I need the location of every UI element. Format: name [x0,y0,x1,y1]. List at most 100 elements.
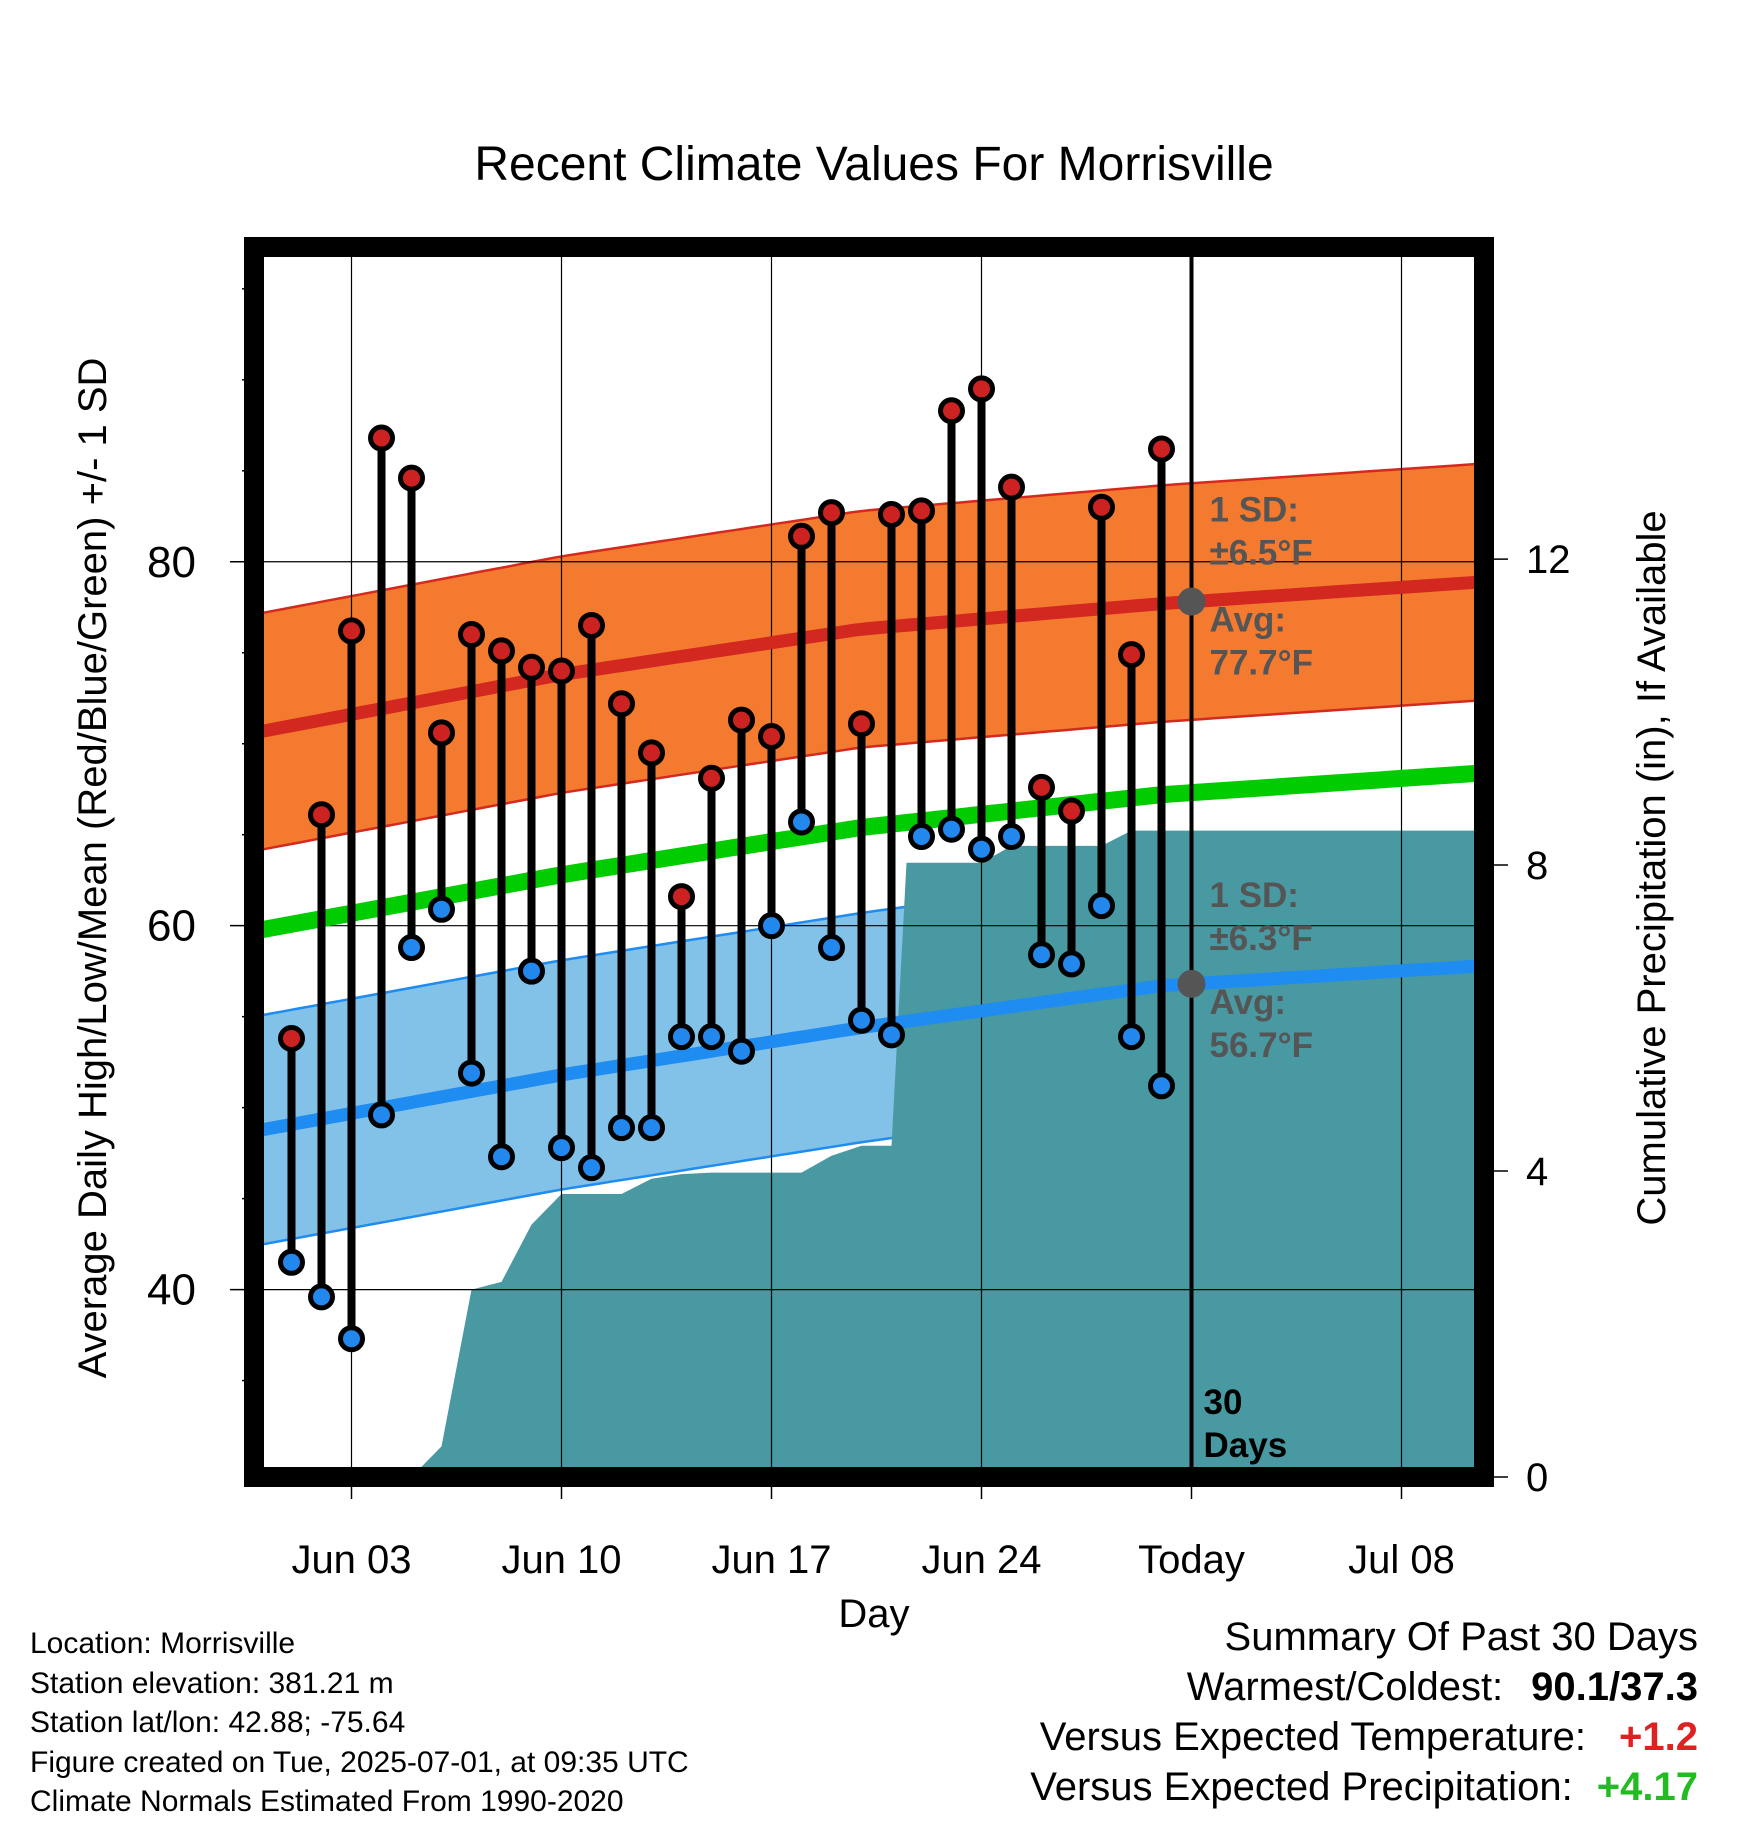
daily-low-point-14 [668,1023,695,1051]
summary-panel: Summary Of Past 30 Days Warmest/Coldest:… [1030,1612,1698,1812]
daily-low-point-16 [728,1037,755,1065]
daily-high-point-27 [1058,797,1085,825]
daily-low-point-17 [758,912,785,940]
daily-low-point-2 [308,1283,335,1311]
x-tick-label-1: Jun 10 [501,1538,621,1582]
low-sd-annotation-line-0: 1 SD: [1210,876,1299,915]
low-avg-dot [1177,969,1206,998]
daily-high-point-20 [848,710,875,738]
daily-high-point-4 [368,424,395,452]
daily-low-point-1 [278,1248,305,1276]
low-avg-annotation-line-0: Avg: [1210,983,1286,1022]
daily-high-point-3 [338,617,365,645]
daily-high-point-2 [308,801,335,829]
daily-high-point-1 [278,1024,305,1052]
high-avg-dot [1177,587,1206,616]
elevation-text: Station elevation: 381.21 m [30,1666,394,1700]
x-tick-label-2: Jun 17 [711,1538,831,1582]
x-axis-label: Day [838,1592,909,1636]
normal-mean-line [252,764,1485,940]
daily-low-point-12 [608,1114,635,1142]
low-avg-annotation: Avg: 56.7°F [1210,983,1314,1065]
location-text: Location: Morrisville [30,1627,296,1660]
high-sd-annotation: 1 SD: ±6.5°F [1210,490,1313,572]
today-days-label-line-0: 30 [1204,1383,1243,1422]
daily-high-point-30 [1148,435,1175,463]
plot-frame [244,237,1494,1487]
daily-low-point-13 [638,1114,665,1142]
x-tick-label-3: Jun 24 [921,1538,1041,1582]
daily-high-point-16 [728,706,755,734]
daily-low-point-27 [1058,950,1085,978]
latlon-text: Station lat/lon: 42.88; -75.64 [30,1706,406,1739]
daily-low-point-21 [878,1021,905,1049]
y-left-tick-label-0: 40 [147,1266,196,1315]
summary-title: Summary Of Past 30 Days [1224,1615,1698,1659]
y-right-tick-label-0: 0 [1526,1456,1548,1500]
low-sd-annotation-line-1: ±6.3°F [1210,919,1313,958]
station-info: Location: Morrisville Station elevation:… [30,1624,930,1822]
y-axis-left-label: Average Daily High/Low/Mean (Red/Blue/Gr… [71,358,115,1379]
created-text: Figure created on Tue, 2025-07-01, at 09… [30,1745,689,1779]
precipitation-area [411,830,1484,1477]
daily-high-point-22 [908,497,935,525]
precip-label: Versus Expected Precipitation: [1030,1765,1573,1809]
daily-observations [278,375,1175,1353]
warm-cold-row: Warmest/Coldest: 90.1/37.3 [1030,1662,1698,1712]
daily-high-point-15 [698,764,725,792]
temp-row: Versus Expected Temperature: +1.2 [1030,1712,1698,1762]
daily-low-point-7 [458,1059,485,1087]
normals-text: Climate Normals Estimated From 1990-2020 [30,1785,624,1818]
daily-high-point-10 [548,657,575,685]
daily-high-point-13 [638,739,665,767]
high-sd-lower-edge [253,698,1485,853]
high-avg-annotation-line-0: Avg: [1210,601,1286,640]
daily-low-point-18 [788,808,815,836]
daily-high-point-11 [578,611,605,639]
daily-low-point-25 [998,823,1025,851]
daily-low-point-6 [428,895,455,923]
daily-high-point-21 [878,500,905,528]
daily-high-point-25 [998,473,1025,501]
high-avg-annotation-line-1: 77.7°F [1210,644,1314,683]
daily-high-point-24 [968,375,995,403]
y-axis-right-label: Cumulative Precipitation (in), If Availa… [1630,510,1674,1225]
daily-high-point-26 [1028,773,1055,801]
x-tick-label-0: Jun 03 [291,1538,411,1582]
daily-low-point-20 [848,1006,875,1034]
daily-high-point-7 [458,621,485,649]
daily-low-point-3 [338,1325,365,1353]
plot-area: 30 Days 1 SD: ±6.5°F Avg: 77.7°F 1 SD: ±6.3°F Av… [147,237,1571,1582]
daily-high-point-8 [488,637,515,665]
daily-low-point-5 [398,934,425,962]
daily-low-point-4 [368,1101,395,1129]
x-tick-label-4: Today [1138,1538,1245,1582]
y-left-tick-label-1: 60 [147,902,196,951]
today-days-label-line-1: Days [1204,1426,1288,1465]
today-days-label: 30 Days [1204,1383,1288,1465]
daily-high-point-12 [608,690,635,718]
warm-cold-value: 90.1/37.3 [1531,1665,1698,1709]
high-sd-annotation-line-0: 1 SD: [1210,490,1299,529]
y-right-tick-label-3: 12 [1526,538,1571,582]
daily-low-point-15 [698,1023,725,1051]
high-sd-annotation-line-1: ±6.5°F [1210,533,1313,572]
daily-high-point-9 [518,653,545,681]
normal-high-line [252,575,1485,740]
warm-cold-label: Warmest/Coldest: [1186,1665,1504,1709]
temp-label: Versus Expected Temperature: [1039,1715,1586,1759]
daily-low-point-23 [938,815,965,843]
x-tick-label-5: Jul 08 [1348,1538,1455,1582]
daily-high-point-17 [758,722,785,750]
daily-low-point-29 [1118,1023,1145,1051]
daily-low-point-9 [518,957,545,985]
daily-low-point-28 [1088,892,1115,920]
daily-high-point-6 [428,719,455,747]
daily-low-point-10 [548,1134,575,1162]
daily-low-point-22 [908,823,935,851]
daily-low-point-26 [1028,941,1055,969]
high-avg-annotation: Avg: 77.7°F [1210,601,1314,683]
daily-low-point-19 [818,934,845,962]
low-sd-annotation: 1 SD: ±6.3°F [1210,876,1313,958]
